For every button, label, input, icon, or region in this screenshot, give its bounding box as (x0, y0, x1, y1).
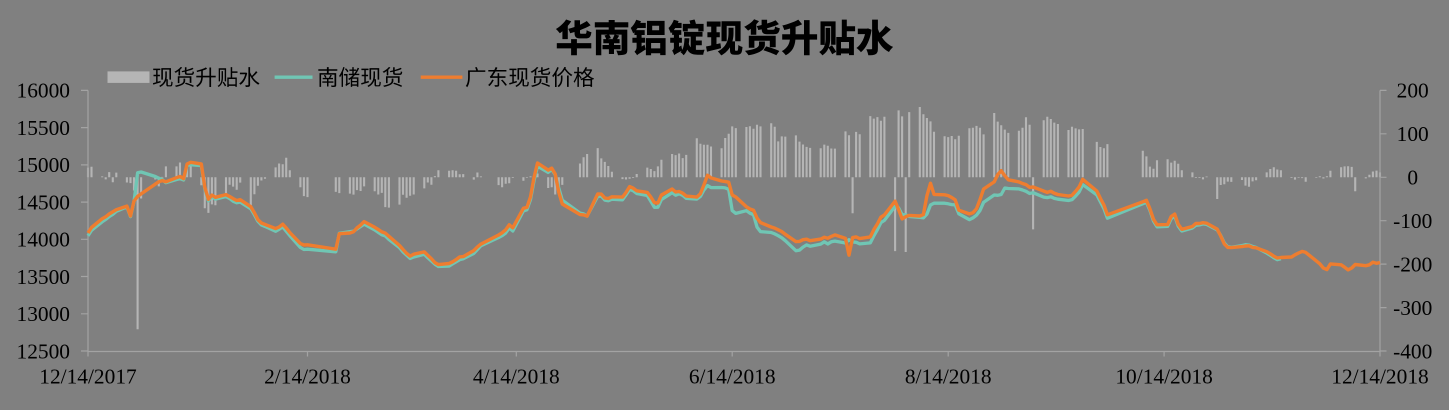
svg-text:-400: -400 (1393, 339, 1432, 363)
svg-text:-200: -200 (1393, 252, 1432, 276)
svg-text:12/14/2018: 12/14/2018 (1331, 364, 1428, 388)
svg-text:2/14/2018: 2/14/2018 (264, 364, 351, 388)
svg-text:100: 100 (1397, 122, 1429, 146)
svg-text:12/14/2017: 12/14/2017 (39, 364, 137, 388)
svg-text:13000: 13000 (17, 302, 70, 326)
svg-text:-100: -100 (1393, 209, 1432, 233)
svg-text:6/14/2018: 6/14/2018 (689, 364, 776, 388)
svg-text:0: 0 (1407, 166, 1418, 190)
svg-text:8/14/2018: 8/14/2018 (905, 364, 992, 388)
svg-text:10/14/2018: 10/14/2018 (1115, 364, 1212, 388)
svg-text:12500: 12500 (17, 339, 70, 363)
svg-text:14500: 14500 (17, 190, 70, 214)
svg-text:13500: 13500 (17, 265, 70, 289)
svg-text:15000: 15000 (17, 153, 70, 177)
svg-text:14000: 14000 (17, 228, 70, 252)
svg-text:4/14/2018: 4/14/2018 (473, 364, 560, 388)
svg-text:200: 200 (1397, 79, 1429, 103)
svg-text:15500: 15500 (17, 116, 70, 140)
svg-text:16000: 16000 (17, 79, 70, 103)
svg-text:-300: -300 (1393, 296, 1432, 320)
